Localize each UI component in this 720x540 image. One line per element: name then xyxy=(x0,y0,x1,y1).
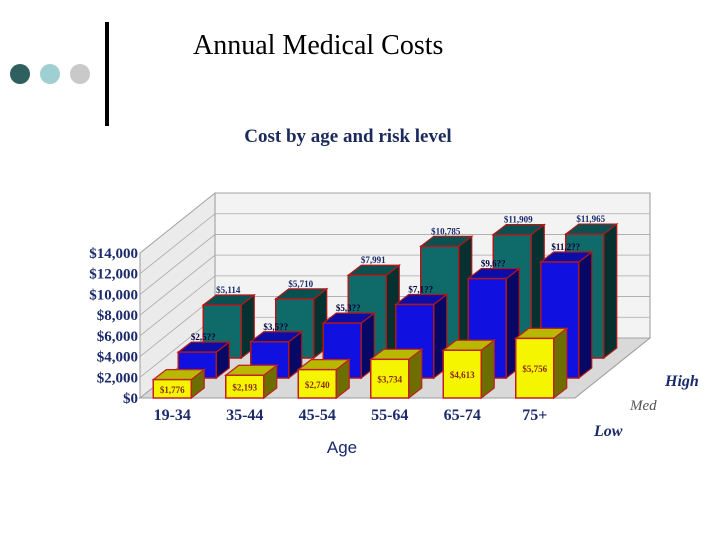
data-label: $11,909 xyxy=(504,215,533,225)
data-label: $5,710 xyxy=(288,279,313,289)
x-axis-title: Age xyxy=(327,438,357,457)
data-label: $5,756 xyxy=(522,364,547,374)
data-label: $11,965 xyxy=(576,214,605,224)
y-tick-label: $2,000 xyxy=(97,370,138,386)
gridline xyxy=(139,192,650,254)
bar-front xyxy=(370,358,410,399)
data-label: $5,114 xyxy=(216,285,241,295)
y-tick-label: $4,000 xyxy=(97,350,138,366)
data-label: $3,5?? xyxy=(263,322,288,332)
bar-front xyxy=(297,368,337,399)
bar-low-75+: $5,756 xyxy=(513,327,569,400)
series-label-med: Med xyxy=(629,398,657,414)
bar-low-19-34: $1,776 xyxy=(151,368,207,400)
dot-light-teal xyxy=(40,64,60,84)
data-label: $7,991 xyxy=(361,255,386,265)
data-label: $2,193 xyxy=(232,383,257,393)
dot-dark-teal xyxy=(10,64,30,84)
bar-side xyxy=(553,327,568,400)
x-tick-label: 75+ xyxy=(522,407,547,424)
series-label-high: High xyxy=(664,373,699,390)
y-tick-label: $8,000 xyxy=(97,308,138,324)
bar-front xyxy=(515,337,555,399)
dot-gray xyxy=(70,64,90,84)
x-tick-label: 19-34 xyxy=(154,407,191,424)
bars: $5,114 $5,710 $7,991 $10,785 $11,909 $11,965 $… xyxy=(151,214,619,400)
series-label-low: Low xyxy=(593,423,623,440)
y-tick-label: $12,000 xyxy=(89,267,138,283)
data-label: $10,785 xyxy=(431,226,461,236)
bar-front xyxy=(152,378,192,399)
x-tick-label: 65-74 xyxy=(444,407,481,424)
data-label: $4,613 xyxy=(450,370,475,380)
bar-low-45-54: $2,740 xyxy=(296,358,352,400)
bar-low-65-74: $4,613 xyxy=(441,339,497,400)
bar-front xyxy=(225,374,265,399)
data-label: $2,5?? xyxy=(191,332,216,342)
decorative-dots xyxy=(10,64,90,84)
bar-low-35-44: $2,193 xyxy=(223,364,279,400)
data-label: $9,6?? xyxy=(481,259,506,269)
x-tick-label: 35-44 xyxy=(226,407,263,424)
y-tick-label: $14,000 xyxy=(89,246,138,262)
data-label: $3,734 xyxy=(377,375,402,385)
data-label: $1,776 xyxy=(160,385,185,395)
data-label: $11,2?? xyxy=(551,242,580,252)
title-divider xyxy=(105,22,109,126)
data-label: $7,1?? xyxy=(408,284,433,294)
x-tick-label: 55-64 xyxy=(371,407,408,424)
slide-title: Annual Medical Costs xyxy=(193,30,444,61)
data-label: $2,740 xyxy=(305,380,330,390)
gridline xyxy=(139,213,650,275)
bar-side xyxy=(578,250,593,380)
bar-front xyxy=(442,349,482,399)
y-tick-label: $10,000 xyxy=(89,287,138,303)
y-tick-label: $6,000 xyxy=(97,329,138,345)
bar-low-55-64: $3,734 xyxy=(368,348,424,400)
chart-title: Cost by age and risk level xyxy=(244,126,451,147)
data-label: $5,3?? xyxy=(336,303,361,313)
x-tick-label: 45-54 xyxy=(299,407,336,424)
bar-side xyxy=(603,222,618,360)
y-tick-label: $0 xyxy=(123,391,138,407)
bar-high-35-44: $5,710 xyxy=(273,279,329,360)
